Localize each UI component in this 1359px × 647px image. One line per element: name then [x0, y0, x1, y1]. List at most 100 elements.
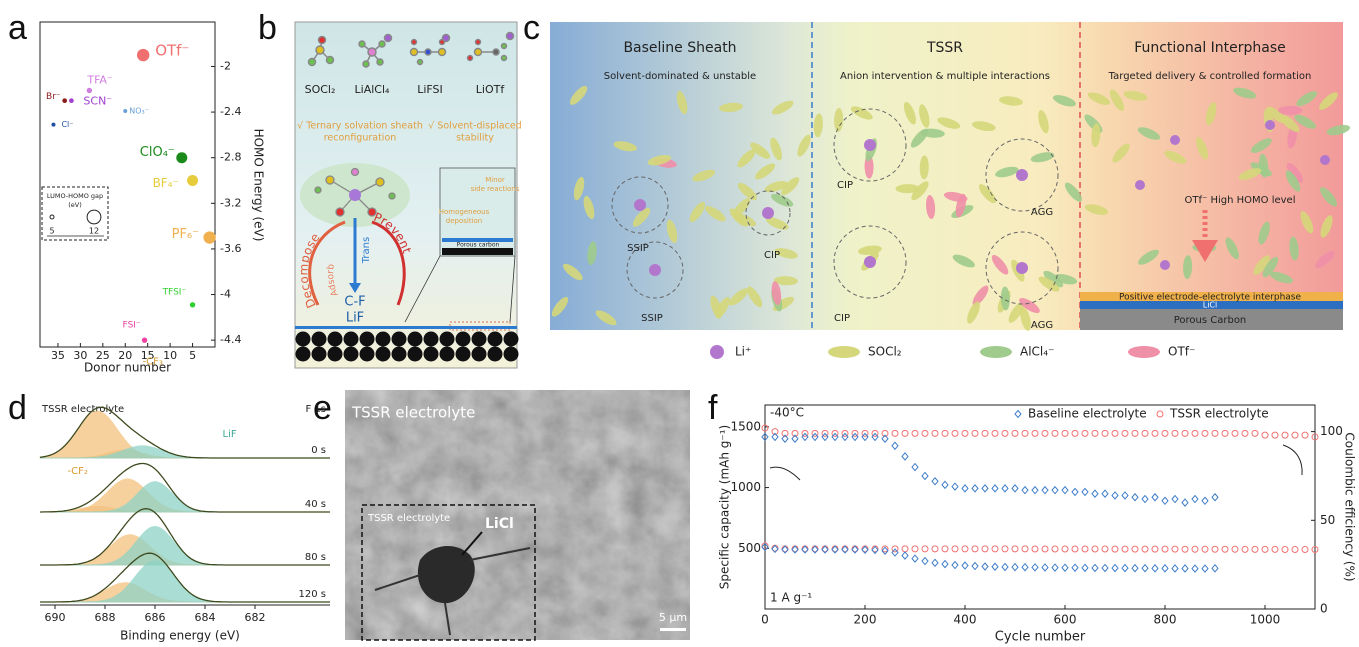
carbon-particle	[376, 347, 391, 362]
carbon-particle	[328, 332, 343, 347]
data-point	[1242, 546, 1248, 552]
data-point	[1292, 432, 1298, 438]
annotation-arrow	[1283, 445, 1302, 475]
panel-letter: d	[8, 389, 27, 427]
data-point	[1232, 546, 1238, 552]
data-point	[1152, 546, 1158, 552]
benefit: √ Solvent-displaced	[428, 121, 521, 132]
point	[62, 98, 67, 103]
carbon-particle	[328, 347, 343, 362]
spectrum-label: 0 s	[311, 445, 326, 456]
data-point	[1082, 546, 1088, 552]
data-point	[1082, 488, 1088, 495]
data-point	[1102, 564, 1108, 571]
x-tick-label: 600	[1054, 613, 1077, 627]
point-label: OTf⁻	[155, 42, 189, 60]
data-point	[1132, 494, 1138, 501]
data-point	[1222, 430, 1228, 436]
data-point	[942, 481, 948, 488]
panel-letter: a	[8, 9, 27, 47]
carbon-particle	[312, 347, 327, 362]
data-point	[1002, 546, 1008, 552]
data-point	[1202, 430, 1208, 436]
data-point	[972, 546, 978, 552]
peak	[40, 527, 330, 565]
lithium	[1170, 135, 1180, 145]
data-point	[972, 485, 978, 492]
data-point	[1182, 546, 1188, 552]
data-point	[1112, 492, 1118, 499]
data-point	[1132, 565, 1138, 572]
stage-subtitle: Solvent-dominated & unstable	[604, 71, 756, 82]
y-tick-label: 1000	[730, 480, 761, 494]
data-point	[942, 430, 948, 436]
data-point	[832, 433, 838, 440]
data-point	[942, 561, 948, 568]
data-point	[1112, 430, 1118, 436]
data-point	[972, 430, 978, 436]
point-label: FSI⁻	[123, 321, 141, 331]
data-point	[1052, 546, 1058, 552]
data-point	[1222, 546, 1228, 552]
y-axis-title: Specific capacity (mAh g⁻¹)	[718, 425, 732, 589]
data-point	[1012, 485, 1018, 492]
data-point	[1192, 496, 1198, 503]
data-point	[902, 552, 908, 559]
data-point	[1292, 547, 1298, 553]
carbon-particle	[392, 332, 407, 347]
annotation: -40°C	[770, 406, 804, 420]
x-tick-label: 400	[954, 613, 977, 627]
legend-marker	[1015, 411, 1021, 418]
data-point	[1052, 430, 1058, 436]
data-point	[1022, 546, 1028, 552]
data-point	[892, 549, 898, 556]
x-axis-title: Binding energy (eV)	[120, 629, 240, 643]
data-point	[892, 430, 898, 436]
data-point	[862, 433, 868, 440]
carbon-particle	[424, 347, 439, 362]
plot-frame	[40, 22, 215, 347]
sem-image: TSSR electrolyte TSSR electrolyte LiCl 5…	[345, 390, 690, 640]
data-point	[1282, 547, 1288, 553]
carbon-particle	[488, 332, 503, 347]
data-point	[962, 546, 968, 552]
lithium	[1135, 180, 1145, 190]
data-point	[1212, 494, 1218, 501]
lif-layer	[295, 326, 517, 329]
panel-letter: c	[523, 9, 540, 47]
carbon-particle	[408, 332, 423, 347]
data-point	[1092, 546, 1098, 552]
data-point	[992, 546, 998, 552]
peak	[40, 561, 330, 602]
data-point	[1182, 565, 1188, 572]
lithium	[1160, 260, 1170, 270]
peak	[40, 482, 330, 512]
y-tick-label: -4.4	[220, 333, 241, 346]
x-tick-label: 690	[45, 611, 66, 624]
carbon-particle	[504, 332, 519, 347]
data-point	[952, 483, 958, 490]
y2-tick-label: 100	[1320, 424, 1343, 438]
data-point	[1002, 430, 1008, 436]
data-point	[902, 453, 908, 460]
carbon-particle	[440, 347, 455, 362]
data-point	[1102, 430, 1108, 436]
scale-bar	[660, 628, 686, 631]
scheme-c: SSIPSSIPCIPCIPCIPAGGAGG Positive electro…	[549, 22, 1351, 359]
data-point	[932, 478, 938, 485]
data-point	[872, 433, 878, 440]
data-point	[1182, 499, 1188, 506]
data-point	[892, 442, 898, 449]
data-point	[822, 433, 828, 440]
y-tick-label: -3.2	[220, 196, 241, 209]
y-tick-label: -2.8	[220, 151, 241, 164]
data-point	[1092, 430, 1098, 436]
data-point	[1192, 430, 1198, 436]
data-point	[972, 563, 978, 570]
lithium	[1320, 155, 1330, 165]
data-point	[1272, 432, 1278, 438]
spectrum-label: 120 s	[299, 589, 326, 600]
lithium	[864, 139, 876, 151]
data-point	[1212, 565, 1218, 572]
panel-letter: b	[258, 9, 277, 47]
